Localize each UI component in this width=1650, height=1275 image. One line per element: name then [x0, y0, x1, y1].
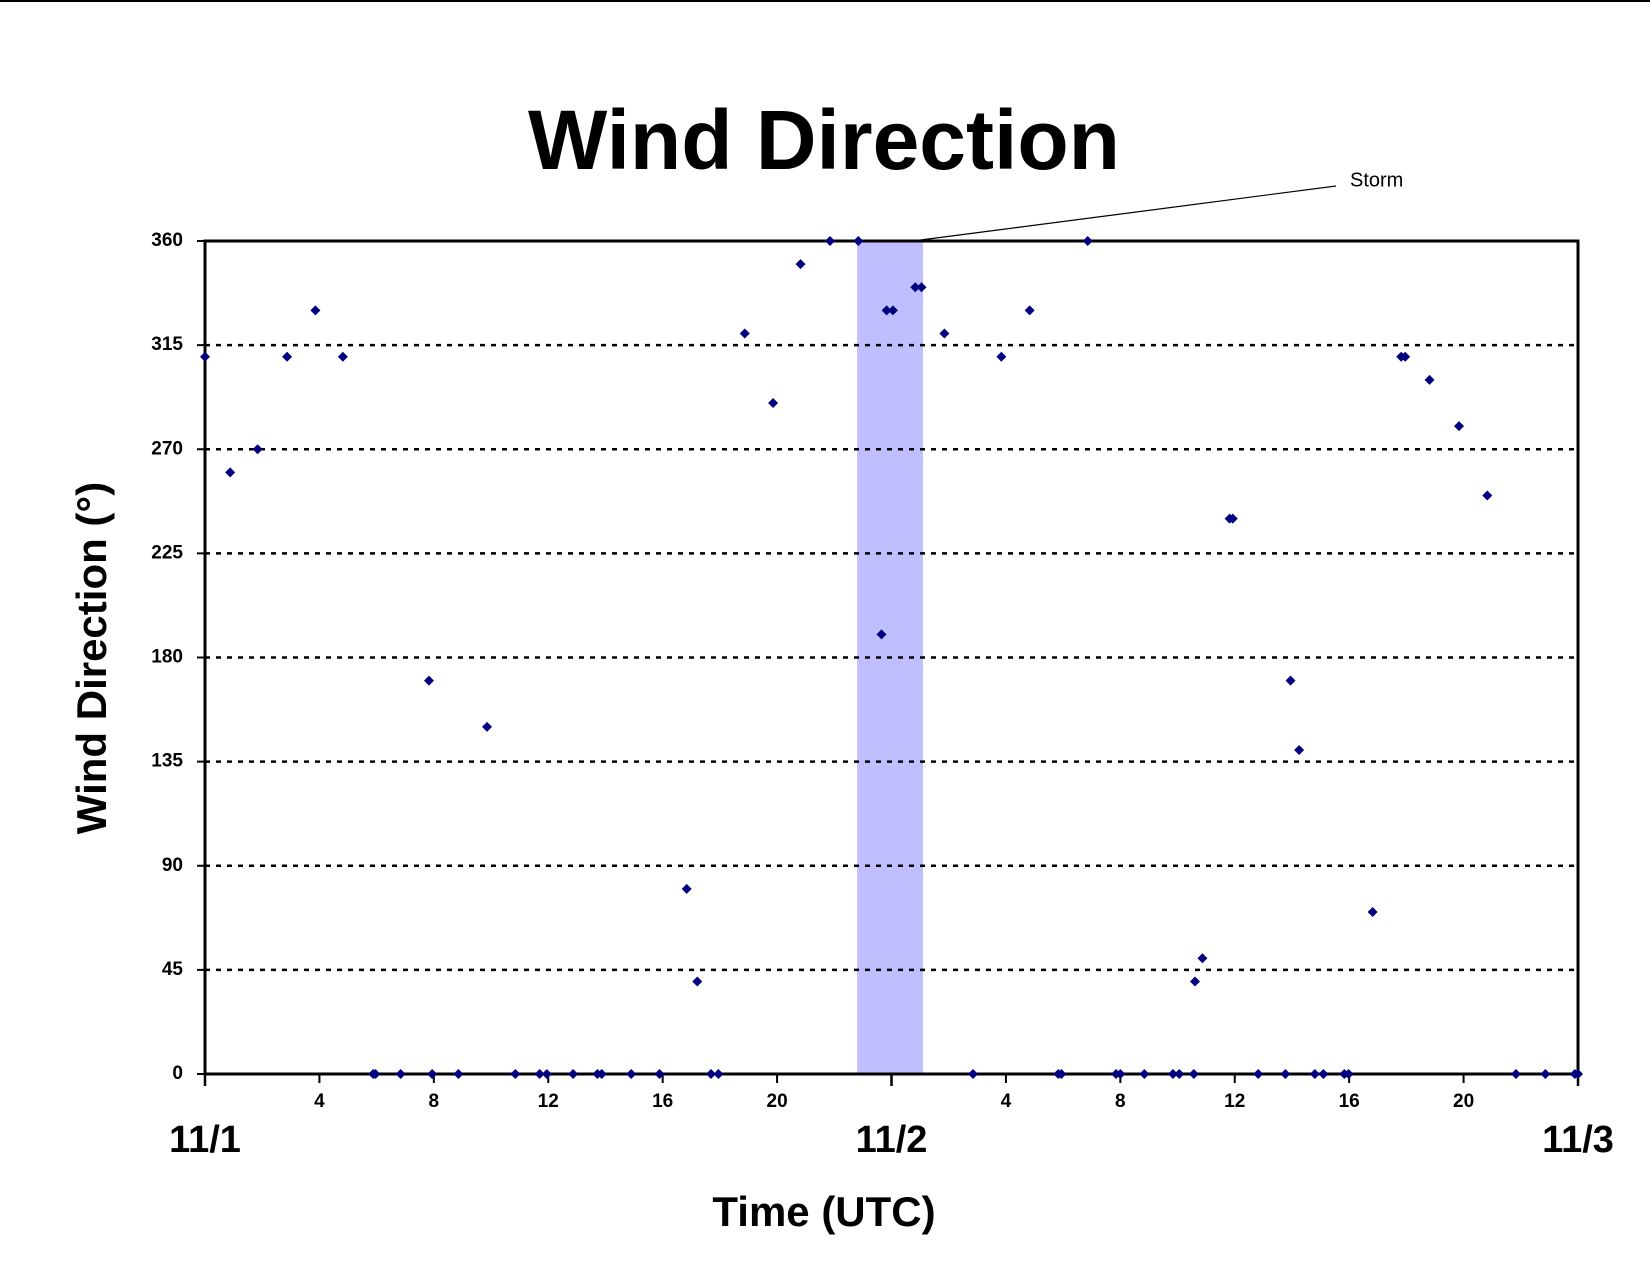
x-tick-label: 16	[1339, 1091, 1360, 1112]
y-tick-label: 315	[151, 334, 183, 355]
data-point	[1367, 907, 1378, 918]
data-point	[1424, 374, 1435, 385]
x-tick-label: 8	[429, 1091, 440, 1112]
data-point	[968, 1069, 979, 1079]
x-tick-label: 4	[1001, 1091, 1012, 1112]
data-point	[1115, 1069, 1126, 1079]
data-point	[692, 976, 703, 987]
data-point	[225, 467, 236, 478]
data-point	[423, 675, 434, 686]
data-point	[1174, 1069, 1185, 1079]
data-point	[939, 328, 950, 339]
x-tick-label: 12	[538, 1091, 559, 1112]
data-point	[1197, 953, 1208, 964]
data-point	[395, 1069, 406, 1079]
data-point	[541, 1069, 552, 1079]
date-tick-label: 11/1	[169, 1119, 241, 1161]
y-tick-label: 270	[151, 438, 183, 459]
date-tick-label: 11/3	[1542, 1119, 1614, 1161]
data-point	[739, 328, 750, 339]
data-point	[795, 259, 806, 270]
data-point	[1343, 1069, 1354, 1079]
y-tick-label: 90	[162, 855, 183, 876]
data-point	[887, 305, 898, 316]
data-point	[916, 282, 927, 293]
data-point	[453, 1069, 464, 1079]
chart-title: Wind Direction	[528, 93, 1120, 187]
data-point	[596, 1069, 607, 1079]
data-point	[1189, 976, 1200, 987]
storm-label: Storm	[1350, 169, 1403, 191]
x-tick-label: 4	[314, 1091, 325, 1112]
data-point	[1510, 1069, 1521, 1079]
data-point	[1227, 513, 1238, 524]
data-point	[482, 721, 493, 732]
data-point	[853, 236, 864, 246]
data-point	[654, 1069, 665, 1079]
y-tick-label: 360	[151, 230, 183, 251]
data-point	[768, 397, 779, 408]
data-point	[1294, 745, 1305, 756]
data-point	[1024, 305, 1035, 316]
x-tick-label: 20	[1453, 1091, 1474, 1112]
data-point	[681, 883, 692, 894]
y-tick-label: 45	[162, 959, 184, 980]
y-tick-label: 180	[151, 647, 183, 668]
data-point	[996, 351, 1007, 362]
data-point	[282, 351, 293, 362]
storm-pointer	[912, 185, 1337, 242]
x-tick-label: 8	[1115, 1091, 1126, 1112]
data-point	[1454, 421, 1465, 432]
data-point	[1318, 1069, 1329, 1079]
y-tick-label: 135	[151, 751, 183, 772]
data-point	[706, 1069, 717, 1079]
data-point	[310, 305, 321, 316]
data-point	[1139, 1069, 1150, 1079]
data-point	[876, 629, 887, 640]
data-point	[1188, 1069, 1199, 1079]
data-point	[1056, 1069, 1067, 1079]
y-axis-label: Wind Direction (°)	[68, 482, 115, 834]
x-tick-label: 12	[1224, 1091, 1245, 1112]
plot-frame	[203, 239, 1580, 1076]
date-tick-label: 11/2	[856, 1119, 928, 1161]
data-point	[1540, 1069, 1551, 1079]
data-point	[337, 351, 348, 362]
data-point	[370, 1069, 381, 1079]
data-point	[1167, 1069, 1178, 1079]
data-point	[1280, 1069, 1291, 1079]
data-point	[510, 1069, 521, 1079]
data-point	[881, 305, 892, 316]
y-tick-label: 225	[151, 542, 183, 563]
data-point	[534, 1069, 545, 1079]
x-tick-label: 16	[652, 1091, 673, 1112]
data-point	[1253, 1069, 1264, 1079]
data-point	[200, 351, 210, 362]
data-point	[252, 444, 263, 455]
x-axis-label: Time (UTC)	[712, 1188, 935, 1235]
data-point	[1309, 1069, 1320, 1079]
data-point	[1082, 236, 1093, 246]
data-point	[1285, 675, 1296, 686]
data-point	[910, 282, 921, 293]
data-point	[713, 1069, 724, 1079]
y-tick-label: 0	[172, 1063, 183, 1084]
data-point	[626, 1069, 637, 1079]
data-point	[1400, 351, 1411, 362]
data-point	[825, 236, 836, 246]
data-point	[427, 1069, 438, 1079]
x-tick-label: 20	[767, 1091, 788, 1112]
data-point	[568, 1069, 579, 1079]
data-point	[1482, 490, 1493, 501]
data-point	[1573, 1069, 1583, 1079]
